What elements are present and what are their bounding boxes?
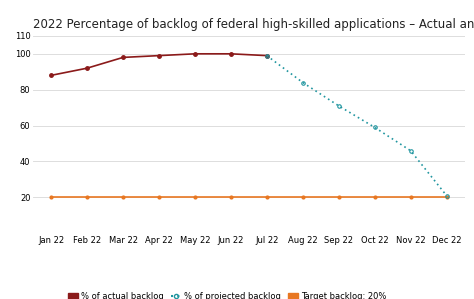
Text: 2022 Percentage of backlog of federal high-skilled applications – Actual and pro: 2022 Percentage of backlog of federal hi… [33,18,474,30]
Legend: % of actual backlog, % of projected backlog, Target backlog: 20%: % of actual backlog, % of projected back… [65,288,390,299]
